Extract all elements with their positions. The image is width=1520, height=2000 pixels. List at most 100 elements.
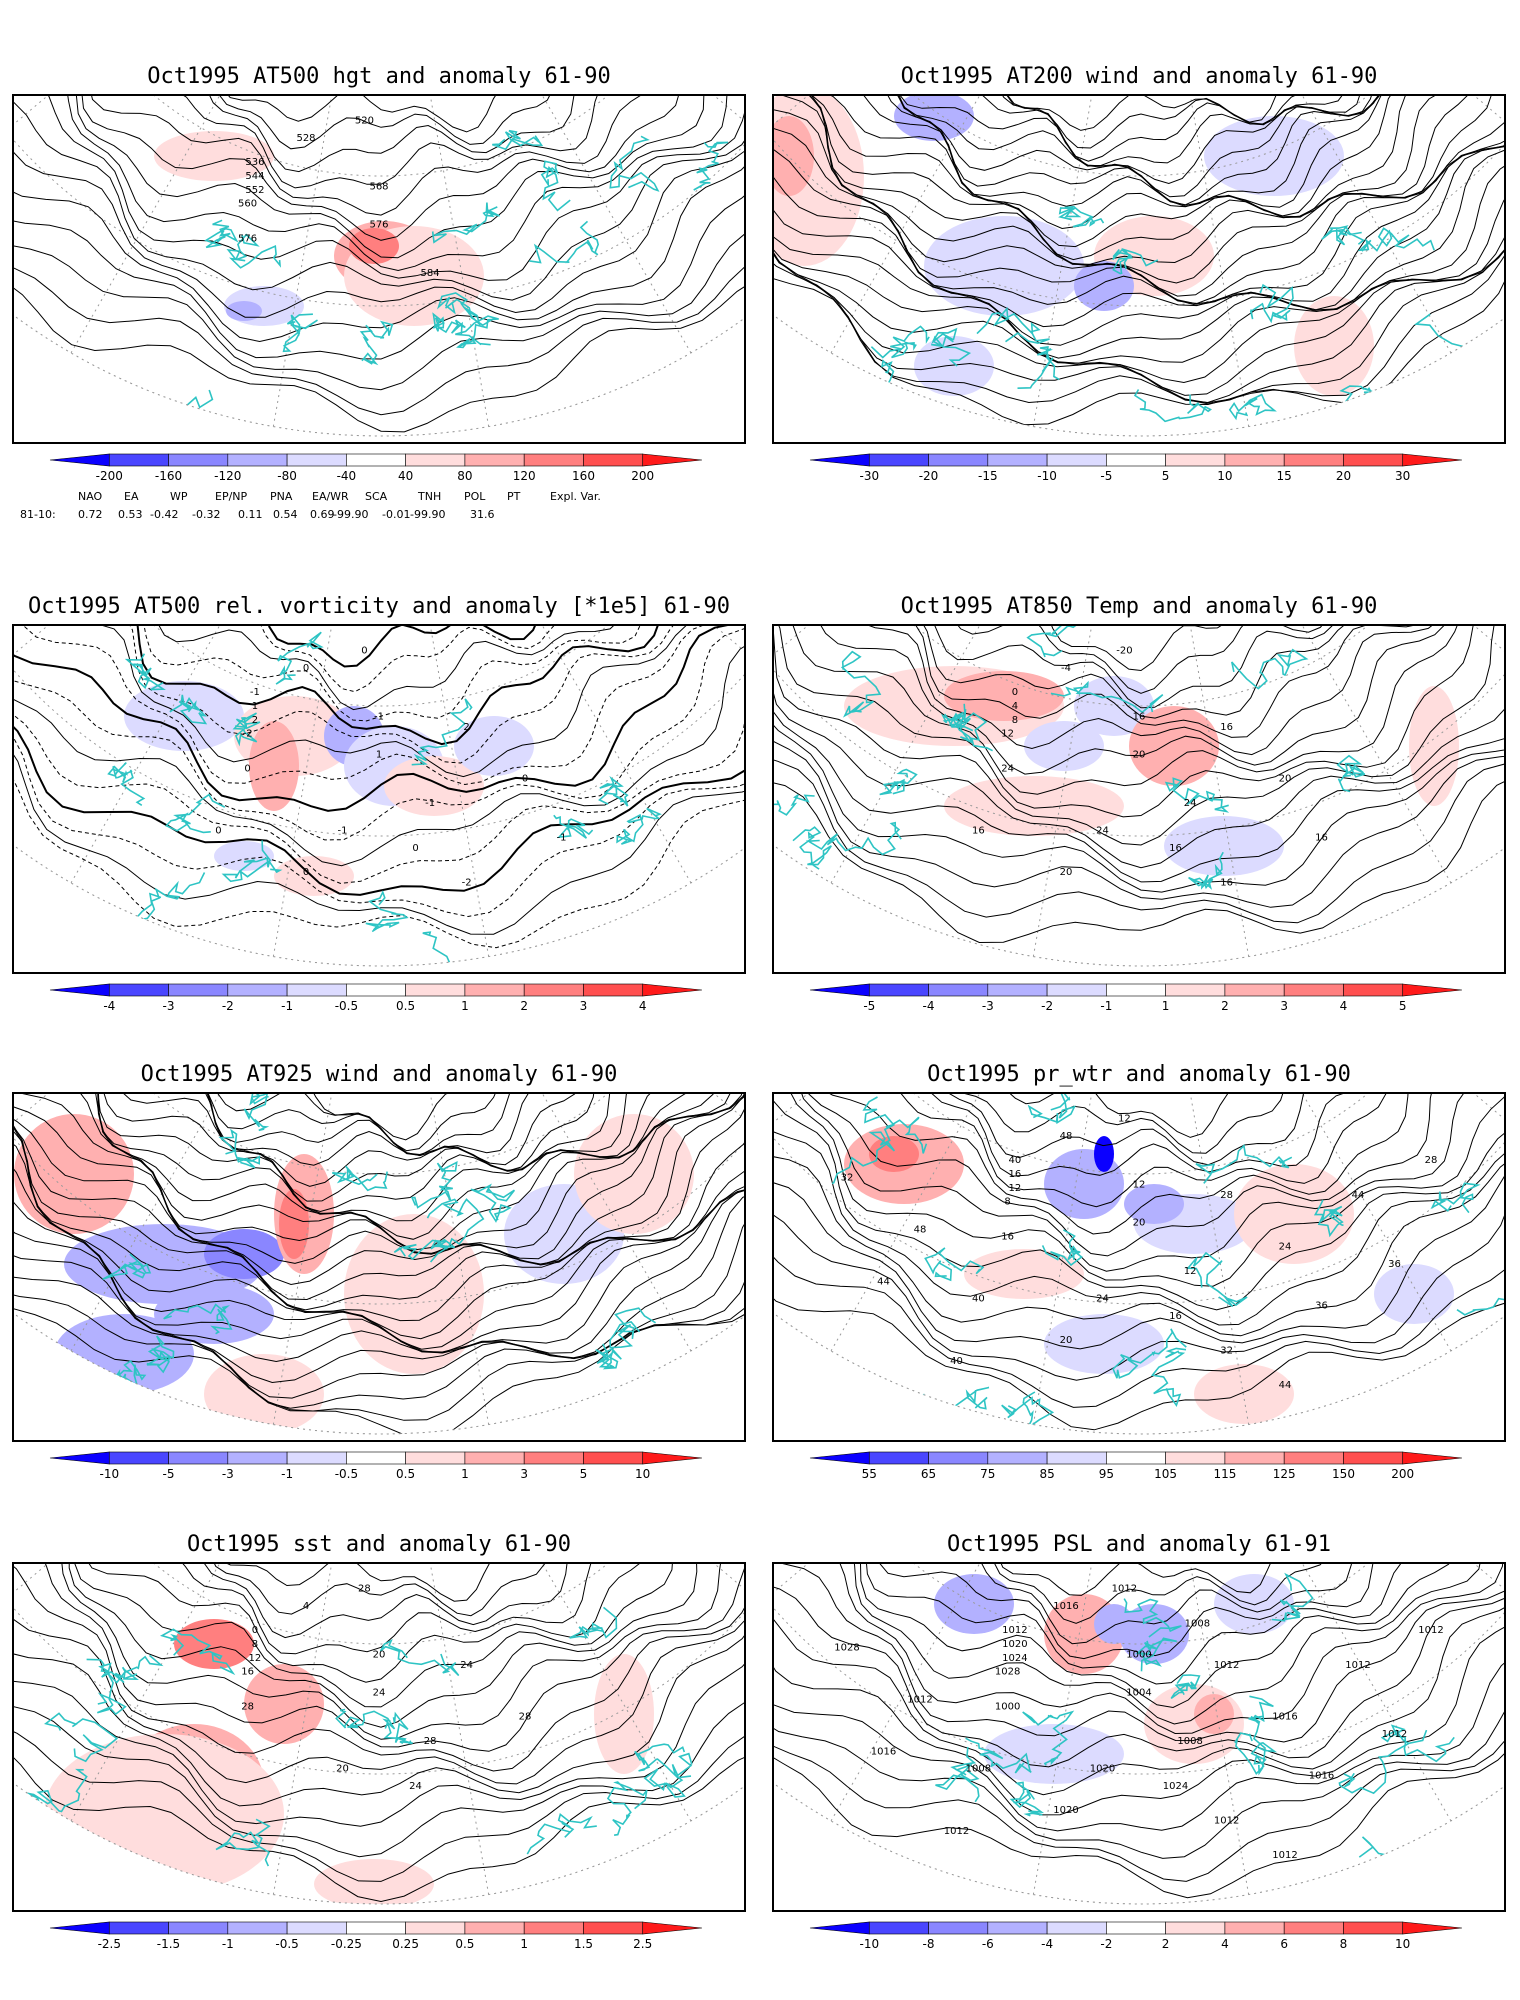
contour-line [774,1564,1504,1743]
contour-line [61,1094,741,1213]
anomaly-shading [204,1229,284,1279]
contour-line [774,1564,1504,1882]
colorbar-tick-label: 2 [1221,999,1229,1013]
coastline [879,768,918,796]
meridian-line [790,1564,1142,1891]
coastline [840,650,882,718]
contour-line [774,96,1504,405]
coastline [1336,754,1366,793]
contour-line [774,1564,1504,1832]
colorbar-tick-label: -2 [1100,1937,1112,1951]
colorbar-tick-label: -80 [277,469,297,483]
coastline [101,1654,164,1684]
header-ea: EA [124,490,139,503]
contour-line [787,1564,1496,1709]
anomaly-shading [1194,1364,1294,1424]
coastline [1430,1182,1481,1214]
contour-line [113,626,662,668]
contour-label: 0 [1012,687,1018,698]
colorbar-tick-label: 200 [1391,1467,1414,1481]
colorbar-tick-label: 150 [1332,1467,1355,1481]
colorbar-tick-label: -5 [163,1467,175,1481]
colorbar-tick-label: -2 [1041,999,1053,1013]
contour-line [14,96,744,343]
contour-line [14,96,744,259]
colorbar-arrow-high [1402,983,1463,997]
latitude-line [14,96,744,307]
contour-line [14,1094,744,1322]
hemisphere-edge [774,1782,1504,1905]
coastline [359,320,394,366]
contour-line [848,1094,1401,1138]
contour-line [774,1094,1504,1381]
coastline [365,890,409,933]
colorbar-tick-label: 3 [520,1467,528,1481]
contour-label: 0 [412,843,418,854]
contour-label: 20 [336,1764,349,1775]
coastline [1338,1729,1428,1795]
contour-label: 1012 [1345,1660,1370,1671]
contour-line [14,626,744,786]
contour-line [864,96,1448,149]
contour-line [816,1564,1487,1685]
coastline [1026,626,1085,658]
coastline [870,325,930,359]
colorbar-segment [108,983,169,997]
colorbar-tick-label: 4 [1340,999,1348,1013]
coastline [606,1781,648,1836]
colorbar-segment [346,1451,406,1465]
colorbar-tick-label: 3 [1280,999,1288,1013]
colorbar-tick-label: -40 [337,469,357,483]
contour-label: 2 [463,722,469,733]
contour-label: 576 [369,220,388,231]
contour-label: 2 [252,715,258,726]
coastline [215,1818,271,1867]
colorbar-tick-label: -10 [99,1467,119,1481]
contour-line [774,96,1504,346]
contour-line [14,96,744,272]
contour-label: 28 [241,1701,254,1712]
colorbar-tick-label: 3 [580,999,588,1013]
colorbar-segment [868,453,929,467]
hemisphere-edge [774,844,1504,967]
colorbar-tick-label: -1 [281,999,293,1013]
colorbar-tick-label: -0.5 [335,1467,358,1481]
colorbar-segment [583,1921,644,1935]
coastline [1186,1251,1248,1308]
colorbar-segment [1283,1921,1344,1935]
contour-line [774,1094,1504,1337]
contour-line [72,96,706,173]
colorbar-tick-label: -1.5 [157,1937,180,1951]
contour-line [774,96,1504,404]
contour-label: 8 [1004,1197,1010,1208]
contour-line [774,626,1504,818]
colorbar-segment [868,983,929,997]
contour-line [98,626,671,693]
coastline [862,1096,928,1154]
colorbar-segment [1046,1921,1107,1935]
colorbar-segment [286,983,347,997]
colorbar-segment [583,453,644,467]
anomaly-shading [964,1249,1084,1299]
contour-line [70,1094,690,1157]
colorbar-segment [108,1451,169,1465]
colorbar-segment [583,983,644,997]
contour-line [774,626,1504,908]
colorbar-tick-label: -3 [222,1467,234,1481]
latitude-line [780,1094,1502,1175]
contour-line [14,96,744,416]
coastline [931,327,972,367]
meridian-line [30,626,382,953]
contour-label: 1012 [944,1826,969,1837]
anomaly-shading [914,336,994,396]
contour-label: 24 [373,1688,386,1699]
colorbar-tick-label: 5 [1162,469,1170,483]
coastline [1234,1732,1278,1776]
contour-line [14,96,744,360]
colorbar-segment [1106,453,1166,467]
contour-label: 36 [1388,1259,1401,1270]
contour-label: 40 [1009,1155,1022,1166]
colorbar-segment [928,1451,989,1465]
header-sca: SCA [365,490,388,503]
contour-label: 576 [238,233,257,244]
